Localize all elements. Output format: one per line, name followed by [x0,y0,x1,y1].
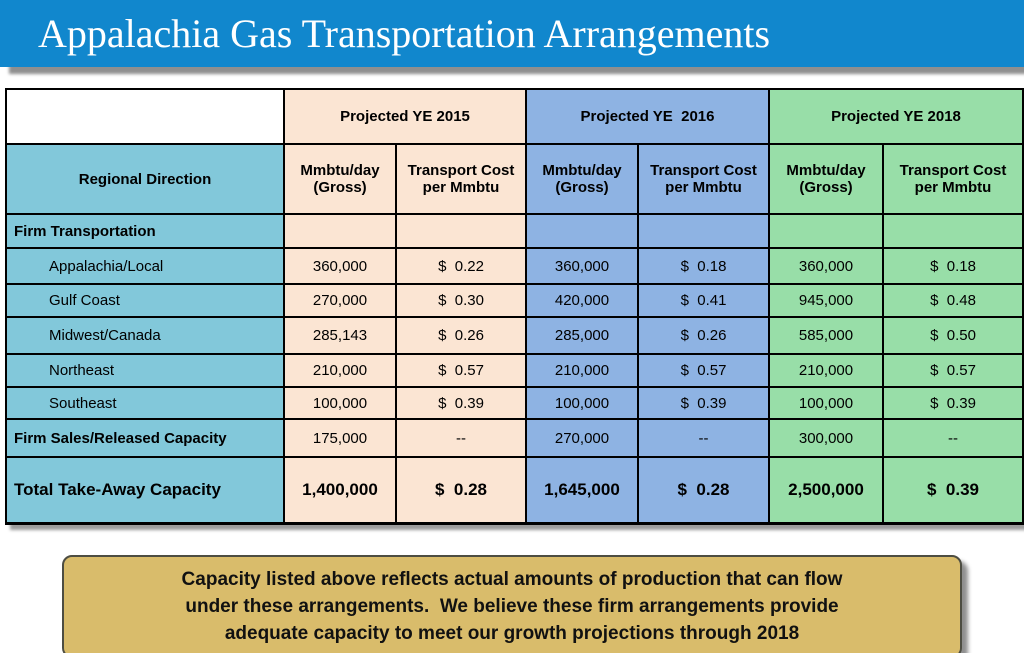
value-cell: 210,000 [525,353,639,388]
group-header-row: Projected YE 2015 Projected YE 2016 Proj… [5,88,1024,145]
footnote-line: adequate capacity to meet our growth pro… [224,623,800,644]
group-header-ye2015: Projected YE 2015 [283,88,527,145]
value-cell: 420,000 [525,283,639,318]
col-header-cost-2016: Transport Cost per Mmbtu [637,143,770,215]
value-cell [882,213,1024,249]
table-row: Southeast 100,000 $ 0.39 100,000 $ 0.39 100,0… [5,386,1024,420]
value-cell: $ 0.22 [395,247,527,285]
value-cell: $ 0.39 [395,386,527,420]
value-cell: 285,143 [283,316,397,355]
value-cell: -- [882,418,1024,458]
footnote-line: Capacity listed above reflects actual am… [181,569,843,590]
table-row: Midwest/Canada 285,143 $ 0.26 285,000 $ 0.26… [5,316,1024,355]
value-cell: $ 0.30 [395,283,527,318]
row-label: Gulf Coast [5,283,285,318]
value-cell: $ 0.57 [395,353,527,388]
col-header-mmbtu-2015: Mmbtu/day (Gross) [283,143,397,215]
table-row: Gulf Coast 270,000 $ 0.30 420,000 $ 0.41 945,… [5,283,1024,318]
row-label: Southeast [5,386,285,420]
group-header-ye2016: Projected YE 2016 [525,88,770,145]
value-cell: 360,000 [768,247,884,285]
col-header-cost-2018: Transport Cost per Mmbtu [882,143,1024,215]
value-cell [768,213,884,249]
footnote-box: Capacity listed above reflects actual am… [62,555,962,653]
value-cell: $ 0.18 [637,247,770,285]
value-cell: $ 0.41 [637,283,770,318]
row-label: Firm Transportation [5,213,285,249]
value-cell [525,213,639,249]
table-row: Appalachia/Local 360,000 $ 0.22 360,000 $ 0.… [5,247,1024,285]
value-cell: 945,000 [768,283,884,318]
value-cell: 175,000 [283,418,397,458]
table-row: Firm Sales/Released Capacity 175,000 -- 270… [5,418,1024,458]
value-cell: $ 0.26 [395,316,527,355]
value-cell: -- [395,418,527,458]
value-cell: 100,000 [283,386,397,420]
value-cell: $ 0.39 [882,386,1024,420]
col-header-cost-2015: Transport Cost per Mmbtu [395,143,527,215]
total-value-cell: 1,645,000 [525,456,639,525]
value-cell: $ 0.50 [882,316,1024,355]
col-header-mmbtu-2016: Mmbtu/day (Gross) [525,143,639,215]
total-row-label: Total Take-Away Capacity [5,456,285,525]
value-cell: 210,000 [283,353,397,388]
column-header-row: Regional Direction Mmbtu/day (Gross) Tra… [5,143,1024,215]
value-cell: 100,000 [768,386,884,420]
value-cell: 360,000 [283,247,397,285]
value-cell: 210,000 [768,353,884,388]
value-cell [395,213,527,249]
total-value-cell: 2,500,000 [768,456,884,525]
regional-direction-header: Regional Direction [5,143,285,215]
table-row: Firm Transportation [5,213,1024,249]
col-header-mmbtu-2018: Mmbtu/day (Gross) [768,143,884,215]
row-label: Appalachia/Local [5,247,285,285]
table-row: Northeast 210,000 $ 0.57 210,000 $ 0.57 210,0… [5,353,1024,388]
value-cell: $ 0.48 [882,283,1024,318]
value-cell: $ 0.26 [637,316,770,355]
total-value-cell: $ 0.39 [882,456,1024,525]
footnote-line: under these arrangements. We believe the… [185,596,839,617]
value-cell: 100,000 [525,386,639,420]
value-cell [283,213,397,249]
row-label: Northeast [5,353,285,388]
value-cell: 270,000 [283,283,397,318]
row-label: Midwest/Canada [5,316,285,355]
value-cell: $ 0.57 [882,353,1024,388]
total-row: Total Take-Away Capacity 1,400,000 $ 0.28 1… [5,456,1024,525]
total-value-cell: 1,400,000 [283,456,397,525]
page-title: Appalachia Gas Transportation Arrangemen… [38,11,771,56]
group-header-ye2018: Projected YE 2018 [768,88,1024,145]
value-cell: 300,000 [768,418,884,458]
value-cell: 585,000 [768,316,884,355]
value-cell: $ 0.39 [637,386,770,420]
value-cell: 270,000 [525,418,639,458]
row-label: Firm Sales/Released Capacity [5,418,285,458]
value-cell: 360,000 [525,247,639,285]
transportation-table: Projected YE 2015 Projected YE 2016 Proj… [5,88,1024,525]
corner-blank [5,88,285,145]
value-cell: $ 0.57 [637,353,770,388]
value-cell: 285,000 [525,316,639,355]
value-cell [637,213,770,249]
total-value-cell: $ 0.28 [395,456,527,525]
title-banner: Appalachia Gas Transportation Arrangemen… [0,0,1024,67]
value-cell: $ 0.18 [882,247,1024,285]
total-value-cell: $ 0.28 [637,456,770,525]
value-cell: -- [637,418,770,458]
